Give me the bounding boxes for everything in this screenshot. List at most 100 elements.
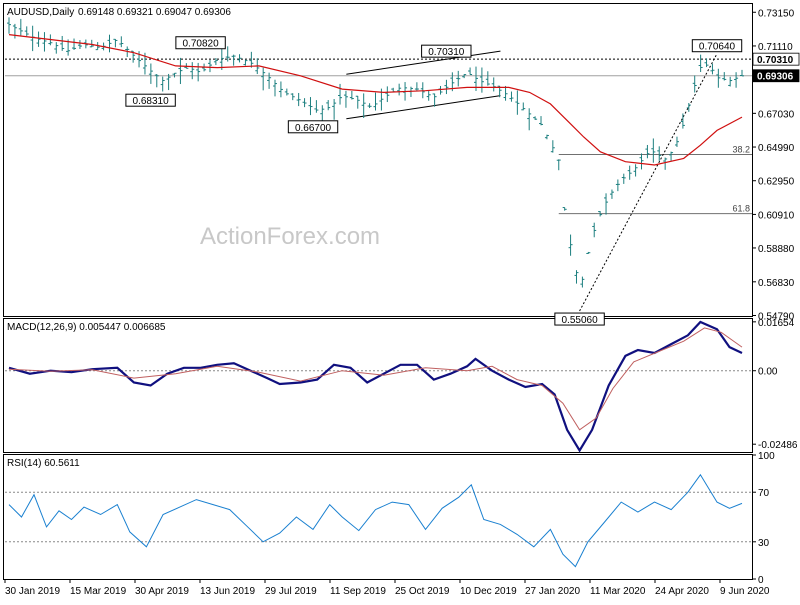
watermark: ActionForex.com [200, 223, 380, 250]
ohlc-bar [267, 72, 272, 89]
ohlc-bar [740, 69, 744, 77]
ohlc-bar [385, 86, 390, 103]
price-axis-tick-label: 0.60910 [758, 210, 795, 221]
ohlc-bar [657, 146, 662, 161]
ohlc-bar [60, 35, 65, 51]
ohlc-bar [444, 79, 449, 95]
ohlc-bar [320, 105, 325, 124]
time-axis-label: 25 Oct 2019 [395, 586, 450, 597]
ohlc-bar [639, 153, 644, 170]
price-annotation-box [691, 39, 743, 53]
ohlc-bar [568, 234, 573, 256]
rsi-axis-tick-label: 0 [758, 575, 764, 586]
ohlc-bar [119, 36, 124, 48]
ohlc-bar [598, 211, 603, 217]
price-axis-tick-label: 0.73150 [758, 8, 795, 19]
ohlc-bar [166, 73, 171, 91]
ohlc-bar [586, 251, 591, 254]
ohlc-bar [231, 54, 236, 66]
ohlc-bar [332, 98, 337, 120]
ohlc-bar [261, 67, 266, 91]
time-axis-label: 29 Jul 2019 [265, 586, 317, 597]
ohlc-bar [456, 70, 461, 87]
ohlc-bar [716, 68, 721, 88]
ohlc-bar [645, 144, 650, 159]
ohlc-bar [479, 67, 484, 93]
rsi-panel-title: RSI(14) 60.5611 [7, 458, 80, 469]
ohlc-bar [515, 90, 520, 115]
price-annotation: 0.55060 [554, 312, 605, 326]
price-annotation: 0.66700 [287, 120, 339, 134]
ohlc-bar [651, 138, 656, 163]
ohlc-bar [30, 25, 35, 52]
ohlc-bar [674, 136, 679, 147]
ohlc-bar [207, 60, 212, 73]
price-annotation-text: 0.55060 [561, 315, 598, 326]
price-annotation-box [287, 120, 339, 134]
ohlc-bar [539, 116, 544, 126]
ohlc-bar [710, 63, 715, 75]
ohlc-bar [160, 76, 165, 92]
ohlc-bar [627, 165, 632, 180]
ohlc-bar [249, 51, 254, 68]
ohlc-bar [172, 72, 177, 78]
channel-upper-line [346, 50, 501, 75]
ohlc-bar [113, 38, 118, 48]
time-axis-label: 13 Jun 2019 [200, 586, 255, 597]
macd-signal-line [8, 327, 743, 431]
ohlc-bar [521, 102, 526, 111]
price-axis-tick-label: 0.62950 [758, 177, 795, 188]
resistance-price-tag-box [752, 52, 800, 66]
ohlc-bar [178, 57, 183, 85]
ohlc-bar [213, 58, 218, 66]
price-annotation-box [421, 44, 472, 58]
price-panel-title: AUDUSD,Daily [7, 7, 74, 18]
time-axis-label: 10 Dec 2019 [460, 586, 517, 597]
ohlc-bar [36, 31, 41, 47]
macd-panel-frame [3, 318, 753, 453]
time-axis-label: 27 Jan 2020 [525, 586, 580, 597]
time-axis-label: 9 Jun 2020 [720, 586, 770, 597]
ohlc-bar [397, 83, 402, 96]
time-axis-label: 30 Apr 2019 [135, 586, 189, 597]
ohlc-bar [72, 38, 77, 50]
ohlc-bar [692, 75, 697, 93]
ohlc-bar [556, 159, 561, 171]
ohlc-bar [562, 207, 567, 211]
price-annotation-box [125, 93, 176, 107]
ohlc-bar [7, 17, 11, 34]
ohlc-bar [527, 108, 532, 131]
ohlc-bar [462, 74, 467, 79]
fib-level-label: 38.2 [732, 144, 750, 154]
price-axis-tick-label: 0.67030 [758, 109, 795, 120]
time-axis-label: 30 Jan 2019 [5, 586, 60, 597]
price-annotation-box [175, 36, 226, 50]
ohlc-bar [107, 34, 112, 53]
ohlc-bar [609, 189, 614, 199]
time-axis-label: 11 Mar 2020 [590, 586, 646, 597]
ohlc-bar [273, 79, 278, 97]
price-series: 38.2 61.8 0.70820 0.68310 0.66700 0.70310 0.70… [5, 17, 752, 326]
ohlc-bar [367, 103, 372, 109]
ohlc-bar [734, 72, 739, 88]
ohlc-bar [373, 92, 378, 111]
ohlc-bar [669, 151, 674, 161]
rsi-panel-frame [3, 454, 753, 580]
ohlc-bar [615, 179, 620, 192]
price-annotation-text: 0.70310 [428, 47, 465, 58]
ohlc-bar [438, 85, 443, 95]
ohlc-bar [349, 90, 354, 100]
price-annotation: 0.70820 [175, 36, 226, 50]
rsi-axis-tick-label: 30 [758, 538, 770, 549]
macd-panel-title: MACD(12,26,9) 0.005447 0.006685 [7, 322, 166, 333]
ohlc-bar [686, 103, 691, 112]
current-price-tag-box [752, 69, 800, 83]
ohlc-bar [663, 157, 668, 170]
ohlc-bar [503, 85, 508, 101]
price-annotation: 0.70310 [421, 44, 472, 58]
ohlc-bar [722, 72, 727, 81]
ohlc-bar [148, 63, 153, 84]
channel-lower-line [346, 95, 501, 120]
price-annotation: 0.70640 [691, 39, 743, 53]
